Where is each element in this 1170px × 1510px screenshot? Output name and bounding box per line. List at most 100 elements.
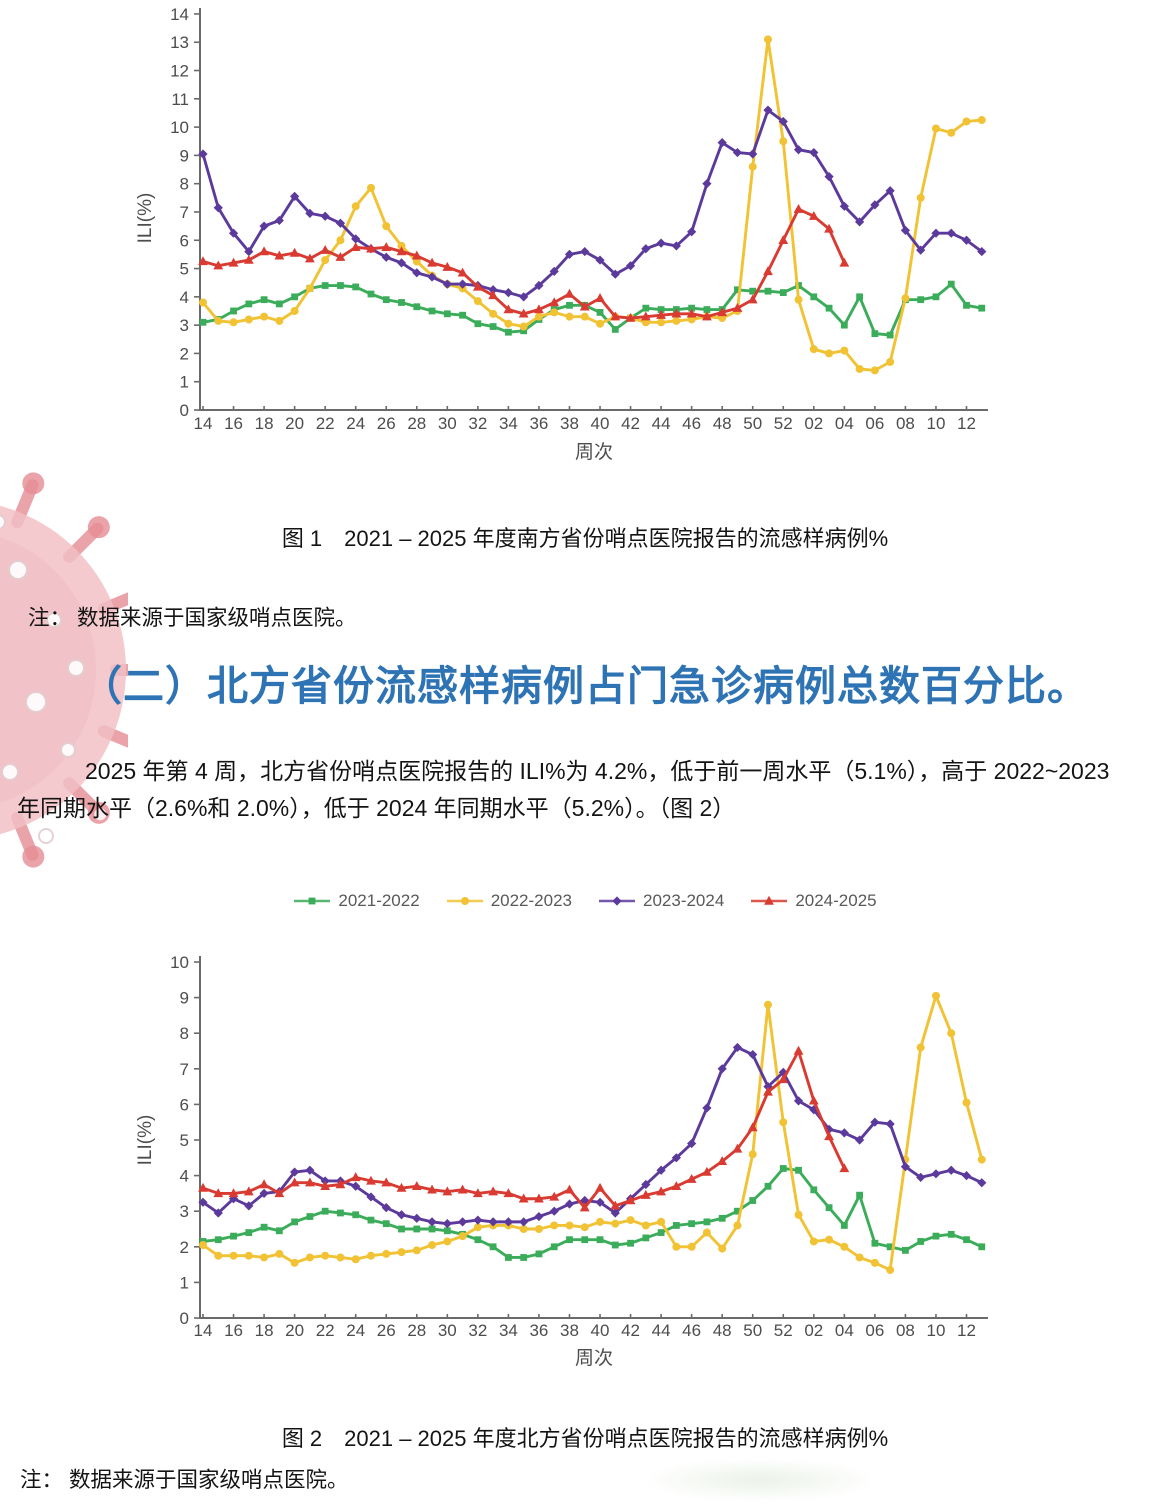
square-marker-icon bbox=[294, 897, 331, 905]
svg-text:26: 26 bbox=[377, 414, 396, 433]
svg-text:32: 32 bbox=[468, 1321, 487, 1340]
svg-text:20: 20 bbox=[285, 414, 304, 433]
svg-text:24: 24 bbox=[346, 414, 365, 433]
svg-text:4: 4 bbox=[180, 1167, 189, 1186]
series-2021-2022 bbox=[199, 1165, 986, 1261]
series-2023-2024 bbox=[198, 1042, 987, 1229]
figure2-note: 注： 数据来源于国家级哨点医院。 bbox=[20, 1468, 349, 1492]
svg-text:02: 02 bbox=[804, 1321, 823, 1340]
svg-text:6: 6 bbox=[180, 231, 189, 250]
svg-text:22: 22 bbox=[316, 414, 335, 433]
svg-text:14: 14 bbox=[194, 414, 213, 433]
legend-item-2022-2023: 2022-2023 bbox=[446, 891, 572, 911]
svg-text:44: 44 bbox=[652, 414, 671, 433]
svg-text:32: 32 bbox=[468, 414, 487, 433]
svg-text:08: 08 bbox=[896, 414, 915, 433]
y-axis-title: ILI(%) bbox=[135, 193, 156, 244]
figure2-caption: 图 2 2021 – 2025 年度北方省份哨点医院报告的流感样病例% bbox=[281, 1426, 889, 1451]
legend-label: 2022-2023 bbox=[490, 891, 572, 910]
svg-text:06: 06 bbox=[865, 1321, 884, 1340]
svg-text:1: 1 bbox=[180, 1273, 189, 1292]
svg-text:52: 52 bbox=[774, 1321, 793, 1340]
svg-text:06: 06 bbox=[865, 414, 884, 433]
svg-text:9: 9 bbox=[180, 989, 189, 1008]
svg-text:30: 30 bbox=[438, 414, 457, 433]
svg-text:26: 26 bbox=[377, 1321, 396, 1340]
body-paragraph-line1: 2025 年第 4 周，北方省份哨点医院报告的 ILI%为 4.2%，低于前一周… bbox=[85, 758, 1110, 784]
svg-text:8: 8 bbox=[180, 1024, 189, 1043]
series-2022-2023 bbox=[199, 35, 986, 375]
svg-text:12: 12 bbox=[170, 62, 189, 81]
figure1-note: 注： 数据来源于国家级哨点医院。 bbox=[28, 606, 357, 630]
svg-text:14: 14 bbox=[170, 5, 189, 24]
svg-text:42: 42 bbox=[621, 414, 640, 433]
svg-text:28: 28 bbox=[407, 1321, 426, 1340]
svg-text:28: 28 bbox=[407, 414, 426, 433]
diamond-marker-icon bbox=[599, 896, 635, 906]
legend-item-2024-2025: 2024-2025 bbox=[750, 891, 877, 911]
svg-text:9: 9 bbox=[180, 146, 189, 165]
svg-text:5: 5 bbox=[180, 260, 189, 279]
svg-text:0: 0 bbox=[180, 1309, 189, 1328]
body-paragraph-line2: 年同期水平（2.6%和 2.0%），低于 2024 年同期水平（5.2%）。（图… bbox=[17, 795, 736, 821]
svg-text:24: 24 bbox=[346, 1321, 365, 1340]
svg-text:48: 48 bbox=[713, 1321, 732, 1340]
legend-item-2023-2024: 2023-2024 bbox=[598, 891, 724, 911]
svg-text:18: 18 bbox=[255, 414, 274, 433]
svg-text:10: 10 bbox=[926, 414, 945, 433]
series-2023-2024 bbox=[198, 105, 987, 302]
triangle-marker-icon bbox=[751, 895, 788, 905]
svg-text:22: 22 bbox=[316, 1321, 335, 1340]
series-2022-2023 bbox=[199, 991, 986, 1274]
svg-text:12: 12 bbox=[957, 1321, 976, 1340]
svg-text:1: 1 bbox=[180, 373, 189, 392]
svg-text:6: 6 bbox=[180, 1095, 189, 1114]
svg-text:3: 3 bbox=[180, 316, 189, 335]
svg-text:36: 36 bbox=[529, 1321, 548, 1340]
legend-label: 2021-2022 bbox=[338, 891, 420, 910]
svg-text:8: 8 bbox=[180, 175, 189, 194]
y-axis-title: ILI(%) bbox=[135, 1115, 156, 1166]
svg-text:3: 3 bbox=[180, 1202, 189, 1221]
svg-text:5: 5 bbox=[180, 1131, 189, 1150]
svg-text:2: 2 bbox=[180, 344, 189, 363]
svg-text:7: 7 bbox=[180, 1060, 189, 1079]
svg-text:48: 48 bbox=[713, 414, 732, 433]
legend-item-2021-2022: 2021-2022 bbox=[293, 891, 420, 911]
chart-legend: 2021-2022 2022-2023 2023-2024 2024-2025 bbox=[0, 891, 1170, 911]
svg-text:30: 30 bbox=[438, 1321, 457, 1340]
svg-text:16: 16 bbox=[224, 414, 243, 433]
svg-text:13: 13 bbox=[170, 33, 189, 52]
x-axis-title: 周次 bbox=[575, 441, 613, 463]
svg-text:10: 10 bbox=[170, 118, 189, 137]
svg-text:0: 0 bbox=[180, 401, 189, 420]
svg-text:2: 2 bbox=[180, 1238, 189, 1257]
svg-text:08: 08 bbox=[896, 1321, 915, 1340]
svg-text:44: 44 bbox=[652, 1321, 671, 1340]
svg-text:10: 10 bbox=[170, 953, 189, 972]
svg-text:40: 40 bbox=[591, 1321, 610, 1340]
svg-text:42: 42 bbox=[621, 1321, 640, 1340]
series-2024-2025 bbox=[198, 1045, 850, 1212]
svg-text:11: 11 bbox=[171, 90, 189, 109]
svg-text:7: 7 bbox=[180, 203, 189, 222]
svg-text:14: 14 bbox=[194, 1321, 213, 1340]
svg-text:46: 46 bbox=[682, 414, 701, 433]
series-2024-2025 bbox=[198, 203, 850, 322]
section-heading: （二）北方省份流感样病例占门急诊病例总数百分比。 bbox=[81, 663, 1089, 709]
svg-text:12: 12 bbox=[957, 414, 976, 433]
svg-text:52: 52 bbox=[774, 414, 793, 433]
svg-text:34: 34 bbox=[499, 414, 518, 433]
svg-text:16: 16 bbox=[224, 1321, 243, 1340]
svg-text:36: 36 bbox=[529, 414, 548, 433]
svg-text:04: 04 bbox=[835, 1321, 854, 1340]
faint-smudge-artifact bbox=[600, 1452, 920, 1508]
svg-text:34: 34 bbox=[499, 1321, 518, 1340]
svg-text:40: 40 bbox=[591, 414, 610, 433]
svg-text:18: 18 bbox=[255, 1321, 274, 1340]
svg-text:38: 38 bbox=[560, 1321, 579, 1340]
legend-label: 2023-2024 bbox=[643, 891, 725, 910]
